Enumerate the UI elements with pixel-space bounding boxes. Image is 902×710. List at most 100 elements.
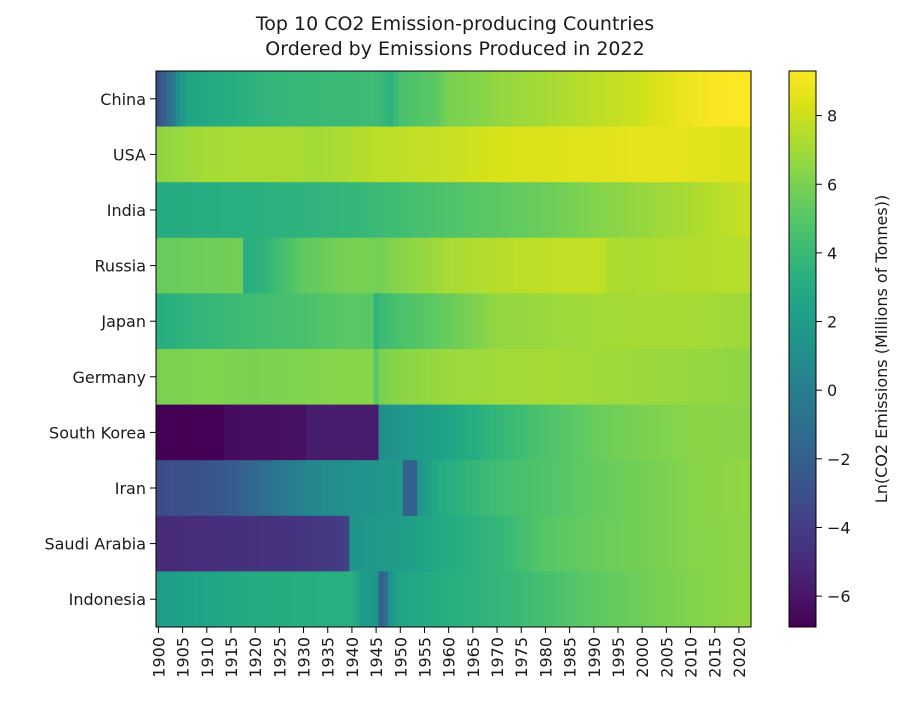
heatmap-row-usa [156, 126, 752, 183]
heat-cell [731, 293, 738, 350]
heat-cell [397, 126, 404, 183]
heat-cell [368, 515, 375, 572]
heat-cell [247, 237, 254, 294]
heat-cell [659, 349, 665, 405]
heat-cell [717, 349, 723, 405]
heat-cell [383, 515, 389, 572]
heat-cell [731, 404, 738, 461]
heat-cell [683, 515, 689, 572]
heat-cell [170, 126, 176, 183]
heat-cell [393, 349, 399, 405]
heat-cell [557, 571, 563, 628]
heat-cell [741, 515, 747, 572]
heat-cell [223, 571, 230, 628]
heat-cell [649, 515, 655, 572]
heat-cell [209, 515, 215, 572]
heat-cell [678, 460, 684, 517]
heat-cell [557, 182, 563, 239]
heat-cell [654, 349, 660, 405]
heat-cell [272, 404, 278, 461]
heat-cell [678, 293, 684, 350]
heat-cell [223, 460, 230, 517]
heat-cell [663, 571, 670, 628]
colorbar-tick-label: 0 [827, 381, 837, 400]
heat-cell [189, 460, 196, 517]
heat-cell [320, 71, 326, 127]
heat-cell [402, 404, 409, 461]
heat-cell [639, 71, 646, 127]
heat-cell [721, 293, 728, 350]
heat-cell [538, 182, 544, 239]
heat-cell [475, 237, 481, 294]
heat-cell [199, 126, 205, 183]
heat-cell [547, 293, 554, 350]
heat-cell [576, 182, 583, 239]
heat-cell [746, 71, 752, 127]
heat-cell [291, 571, 297, 628]
heat-cell [426, 126, 433, 183]
heat-cell [378, 571, 384, 628]
heat-cell [576, 237, 583, 294]
heat-cell [615, 126, 621, 183]
heat-cell [199, 515, 205, 572]
heat-cell [364, 515, 370, 572]
heat-cell [252, 182, 259, 239]
heat-cell [494, 293, 501, 350]
heat-cell [393, 293, 399, 350]
heat-cell [484, 571, 491, 628]
heat-cell [625, 71, 631, 127]
heat-cell [209, 71, 215, 127]
heat-cell [649, 349, 655, 405]
heat-cell [654, 571, 660, 628]
heat-cell [228, 126, 234, 183]
heat-cell [417, 460, 423, 517]
heat-cell [518, 349, 525, 405]
heat-cell [697, 404, 704, 461]
heat-cell [349, 349, 355, 405]
heat-cell [601, 515, 607, 572]
x-tick-label: 2010 [682, 637, 701, 678]
heat-cell [446, 237, 452, 294]
heat-cell [214, 293, 220, 350]
heat-cell [315, 182, 322, 239]
heat-cell [257, 404, 264, 461]
heat-cell [383, 404, 389, 461]
heat-cell [562, 515, 568, 572]
heat-cell [315, 293, 322, 350]
heat-cell [330, 404, 336, 461]
heat-cell [301, 404, 307, 461]
heat-cell [470, 237, 476, 294]
heat-cell [189, 126, 196, 183]
heat-cell [339, 293, 346, 350]
heat-cell [663, 126, 670, 183]
heat-cell [286, 182, 293, 239]
heat-cell [542, 404, 549, 461]
heat-cell [721, 349, 728, 405]
heat-cell [310, 349, 317, 405]
heat-cell [243, 515, 249, 572]
heat-cell [702, 126, 709, 183]
heat-cell [218, 237, 225, 294]
heat-cell [436, 571, 443, 628]
heat-cell [325, 293, 331, 350]
heat-cell [368, 126, 375, 183]
heat-cell [238, 237, 244, 294]
heat-cell [736, 293, 742, 350]
heat-cell [712, 71, 718, 127]
heat-cell [281, 293, 288, 350]
heat-cell [233, 237, 239, 294]
heat-cell [460, 515, 467, 572]
heat-cell [542, 349, 549, 405]
heat-cell [639, 182, 646, 239]
heat-cell [330, 460, 336, 517]
heat-cell [741, 71, 747, 127]
heat-cell [402, 293, 409, 350]
x-tick-label: 1935 [319, 637, 338, 678]
heatmap-row-saudi-arabia [156, 515, 752, 572]
heat-cell [557, 71, 563, 127]
heat-cell [272, 71, 278, 127]
heat-cell [697, 182, 704, 239]
heat-cell [726, 349, 733, 405]
y-tick-label: South Korea [49, 423, 146, 442]
heat-cell [736, 126, 742, 183]
